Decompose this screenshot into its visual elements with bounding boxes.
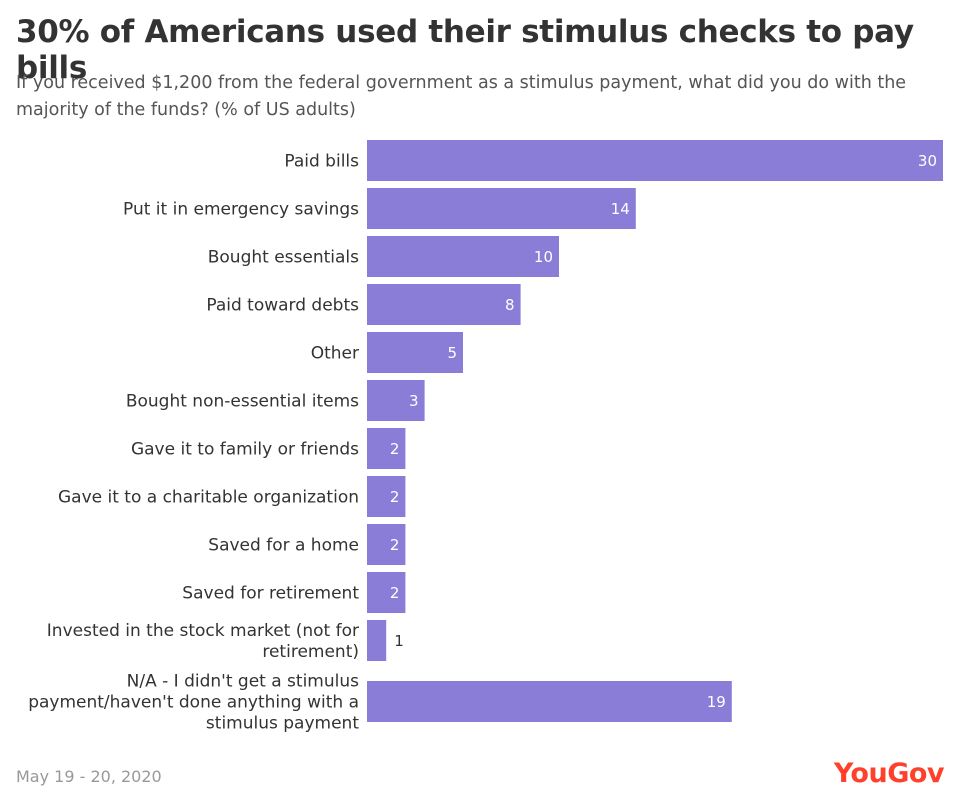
category-label: Gave it to a charitable organization bbox=[58, 488, 359, 508]
chart-subtitle: If you received $1,200 from the federal … bbox=[16, 73, 907, 120]
bar bbox=[367, 284, 521, 325]
value-label: 1 bbox=[394, 632, 404, 650]
bar bbox=[367, 332, 463, 373]
bar-chart: Paid bills 30 Put it in emergency savings 1… bbox=[28, 140, 943, 734]
value-label: 5 bbox=[447, 344, 457, 362]
bar bbox=[367, 428, 406, 469]
bar bbox=[367, 524, 406, 565]
category-label: Saved for retirement bbox=[182, 584, 359, 604]
value-label: 2 bbox=[390, 536, 400, 554]
bar bbox=[367, 572, 406, 613]
category-label: Paid bills bbox=[284, 152, 359, 172]
category-label: Bought essentials bbox=[208, 248, 359, 268]
category-label: Put it in emergency savings bbox=[123, 200, 359, 220]
value-label: 2 bbox=[390, 440, 400, 458]
value-label: 14 bbox=[611, 200, 630, 218]
survey-date: May 19 - 20, 2020 bbox=[16, 767, 162, 786]
category-label: Other bbox=[311, 344, 359, 364]
value-label: 30 bbox=[918, 152, 937, 170]
category-label: Paid toward debts bbox=[206, 296, 359, 316]
category-label: N/A - I didn't get a stimulus payment/hav… bbox=[28, 672, 359, 734]
value-label: 8 bbox=[505, 296, 515, 314]
chart-title: 30% of Americans used their stimulus che… bbox=[16, 14, 914, 86]
bar bbox=[367, 380, 425, 421]
value-label: 2 bbox=[390, 584, 400, 602]
category-label: Saved for a home bbox=[208, 536, 359, 556]
value-label: 19 bbox=[707, 693, 726, 711]
value-label: 2 bbox=[390, 488, 400, 506]
category-label: Invested in the stock market (not for ret… bbox=[47, 621, 359, 662]
bar bbox=[367, 681, 732, 722]
bar bbox=[367, 476, 406, 517]
bar bbox=[367, 140, 943, 181]
bar bbox=[367, 236, 559, 277]
value-label: 3 bbox=[409, 392, 419, 410]
yougov-logo: YouGov bbox=[833, 758, 945, 789]
category-label: Gave it to family or friends bbox=[131, 440, 359, 460]
category-label: Bought non-essential items bbox=[126, 392, 359, 412]
bar bbox=[367, 620, 387, 661]
value-label: 10 bbox=[534, 248, 553, 266]
bar bbox=[367, 188, 636, 229]
